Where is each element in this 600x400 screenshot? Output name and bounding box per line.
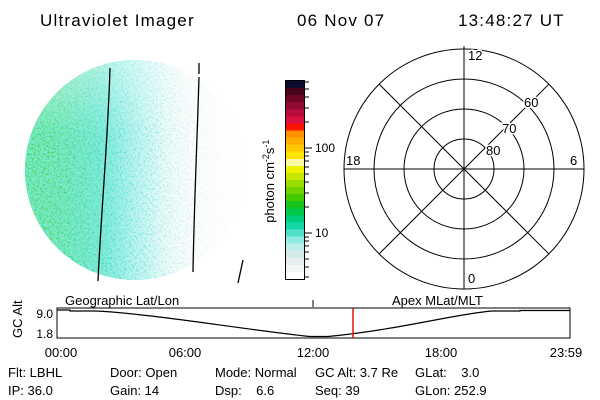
mlt-label-18: 18 xyxy=(346,153,360,168)
strip-y-axis-label: GC Alt xyxy=(10,300,25,338)
status-glon: GLon: 252.9 xyxy=(415,383,487,398)
status-gc-alt: GC Alt: 3.7 Re xyxy=(315,365,399,380)
mlat-label-80: 80 xyxy=(486,143,500,158)
mlt-label-6: 6 xyxy=(570,153,577,168)
polar-mlat-mlt-grid: 12 18 6 0 60 70 80 xyxy=(343,46,585,290)
colorbar-tick-10: 10 xyxy=(315,226,329,240)
meridian-line-1 xyxy=(97,67,111,282)
colorbar-unit-exp2: -1 xyxy=(260,139,271,148)
status-mode: Mode: Normal xyxy=(215,365,297,380)
strip-y-tick-9: 9.0 xyxy=(36,307,53,321)
uv-earth-disk-image xyxy=(25,60,245,284)
colorbar-unit-exp1: -2 xyxy=(260,154,271,163)
status-flt: Flt: LBHL xyxy=(8,365,63,380)
status-glat: GLat: 3.0 xyxy=(415,365,480,380)
colorbar-unit-main: photon cm xyxy=(262,162,278,223)
status-gain: Gain: 14 xyxy=(110,383,160,398)
strip-x-tick-1800: 18:00 xyxy=(425,345,458,360)
colorbar-unit-label: photon cm-2s-1 xyxy=(261,116,277,246)
mlat-label-70: 70 xyxy=(502,121,516,136)
strip-x-tick-1200: 12:00 xyxy=(297,345,330,360)
mlt-label-0: 0 xyxy=(468,271,475,286)
page-title: Ultraviolet Imager xyxy=(40,11,195,30)
gc-alt-curve xyxy=(57,309,570,338)
strip-title-right: Apex MLat/MLT xyxy=(392,293,483,308)
status-ip: IP: 36.0 xyxy=(8,383,53,398)
meridian-line-3 xyxy=(237,259,244,284)
mlat-label-60: 60 xyxy=(524,95,538,110)
meridian-line-2 xyxy=(192,63,200,273)
colorbar-tick-100: 100 xyxy=(315,141,336,155)
colorbar-unit-mid: s xyxy=(262,147,278,155)
status-seq: Seq: 39 xyxy=(315,383,360,398)
earth-disk-pixels xyxy=(25,60,245,280)
colorbar-ticks xyxy=(305,81,312,278)
status-dsp: Dsp: 6.6 xyxy=(215,383,275,398)
colorbar-gradient xyxy=(285,80,305,280)
status-door: Door: Open xyxy=(110,365,178,380)
strip-x-tick-0000: 00:00 xyxy=(45,345,78,360)
title-time: 13:48:27 UT xyxy=(458,11,565,30)
spoke-nw-se xyxy=(378,83,550,255)
strip-chart-frame xyxy=(56,307,571,339)
gc-alt-strip-chart: Geographic Lat/Lon Apex MLat/MLT GC Alt … xyxy=(10,293,583,360)
strip-x-tick-2359: 23:59 xyxy=(550,345,583,360)
strip-title-left: Geographic Lat/Lon xyxy=(65,293,179,308)
mlt-label-12: 12 xyxy=(468,48,482,63)
title-date: 06 Nov 07 xyxy=(297,11,386,30)
strip-x-tick-0600: 06:00 xyxy=(169,345,202,360)
strip-y-tick-1-8: 1.8 xyxy=(36,327,53,341)
